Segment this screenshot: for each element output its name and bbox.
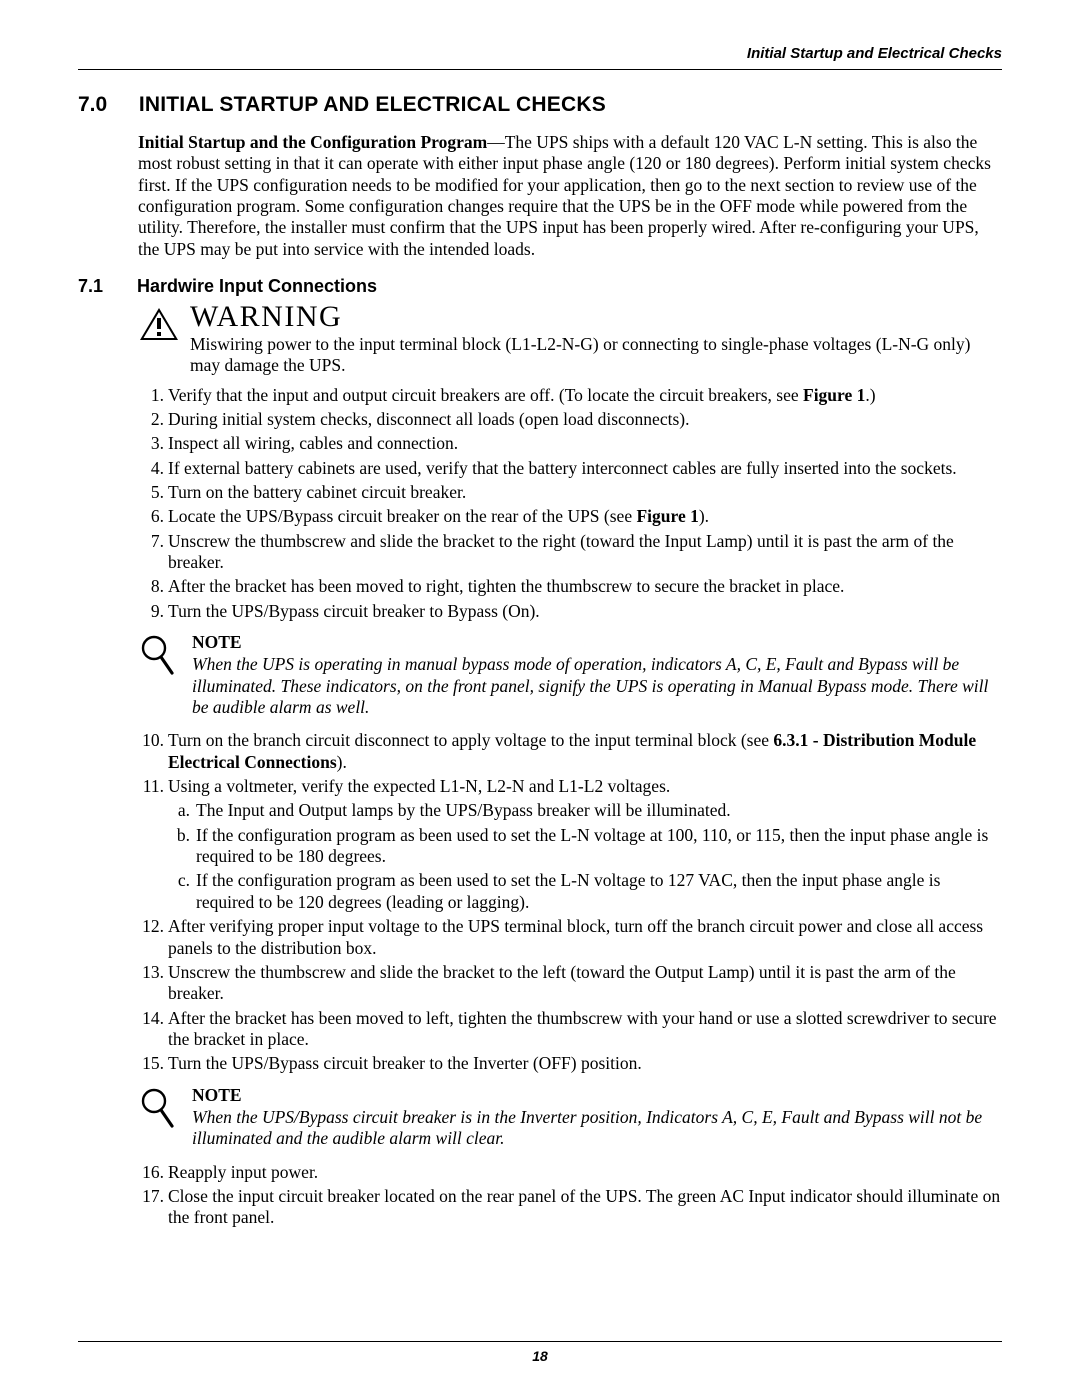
sub-list: The Input and Output lamps by the UPS/By… xyxy=(168,800,1002,913)
note-text-2: NOTE When the UPS/Bypass circuit breaker… xyxy=(192,1085,1002,1150)
section-title: INITIAL STARTUP AND ELECTRICAL CHECKS xyxy=(139,93,606,116)
list-item: During initial system checks, disconnect… xyxy=(138,409,1002,430)
warning-body: Miswiring power to the input terminal bl… xyxy=(190,334,1002,377)
note-body-1: When the UPS is operating in manual bypa… xyxy=(192,654,1002,718)
list-item: If external battery cabinets are used, v… xyxy=(138,458,1002,479)
running-header: Initial Startup and Electrical Checks xyxy=(78,45,1002,63)
procedure-list-a: Verify that the input and output circuit… xyxy=(138,385,1002,622)
document-page: Initial Startup and Electrical Checks 7.… xyxy=(0,0,1080,1397)
list-item-bold: Figure 1 xyxy=(803,385,865,405)
warning-title: WARNING xyxy=(190,302,1002,332)
list-item: Inspect all wiring, cables and connectio… xyxy=(138,433,1002,454)
list-item: Unscrew the thumbscrew and slide the bra… xyxy=(138,531,1002,574)
list-item: Unscrew the thumbscrew and slide the bra… xyxy=(138,962,1002,1005)
list-item-text: Locate the UPS/Bypass circuit breaker on… xyxy=(168,506,636,526)
list-item-text: Turn on the branch circuit disconnect to… xyxy=(168,730,773,750)
list-item: Reapply input power. xyxy=(138,1162,1002,1183)
warning-text: WARNING Miswiring power to the input ter… xyxy=(190,302,1002,377)
intro-paragraph: Initial Startup and the Configuration Pr… xyxy=(138,132,1002,260)
procedure-list-b: Turn on the branch circuit disconnect to… xyxy=(138,730,1002,1074)
list-item: Using a voltmeter, verify the expected L… xyxy=(138,776,1002,913)
sub-list-item: The Input and Output lamps by the UPS/By… xyxy=(168,800,1002,821)
section-heading-7-0: 7.0 INITIAL STARTUP AND ELECTRICAL CHECK… xyxy=(78,92,1002,118)
list-item: Turn the UPS/Bypass circuit breaker to t… xyxy=(138,1053,1002,1074)
list-item: Close the input circuit breaker located … xyxy=(138,1186,1002,1229)
list-item: Turn on the battery cabinet circuit brea… xyxy=(138,482,1002,503)
warning-block: WARNING Miswiring power to the input ter… xyxy=(138,302,1002,377)
sub-list-item: If the configuration program as been use… xyxy=(168,825,1002,868)
subsection-number: 7.1 xyxy=(78,276,132,298)
page-number: 18 xyxy=(78,1348,1002,1365)
procedure-list-c: Reapply input power. Close the input circ… xyxy=(138,1162,1002,1229)
list-item-text: .) xyxy=(865,385,875,405)
list-item: After verifying proper input voltage to … xyxy=(138,916,1002,959)
list-item: Turn on the branch circuit disconnect to… xyxy=(138,730,1002,773)
list-item: Verify that the input and output circuit… xyxy=(138,385,1002,406)
subsection-title: Hardwire Input Connections xyxy=(137,276,377,296)
sub-list-item: If the configuration program as been use… xyxy=(168,870,1002,913)
footer-rule xyxy=(78,1341,1002,1342)
list-item-text: Verify that the input and output circuit… xyxy=(168,385,803,405)
header-rule xyxy=(78,69,1002,70)
note-title-1: NOTE xyxy=(192,632,1002,653)
list-item: After the bracket has been moved to righ… xyxy=(138,576,1002,597)
note-block-2: NOTE When the UPS/Bypass circuit breaker… xyxy=(138,1085,1002,1150)
magnifier-icon xyxy=(138,1087,184,1136)
list-item: Locate the UPS/Bypass circuit breaker on… xyxy=(138,506,1002,527)
intro-lead: Initial Startup and the Configuration Pr… xyxy=(138,132,487,152)
list-item-text: ). xyxy=(699,506,709,526)
list-item: Turn the UPS/Bypass circuit breaker to B… xyxy=(138,601,1002,622)
list-item: After the bracket has been moved to left… xyxy=(138,1008,1002,1051)
note-block-1: NOTE When the UPS is operating in manual… xyxy=(138,632,1002,718)
note-text-1: NOTE When the UPS is operating in manual… xyxy=(192,632,1002,718)
note-title-2: NOTE xyxy=(192,1085,1002,1106)
subsection-heading-7-1: 7.1 Hardwire Input Connections xyxy=(78,276,1002,298)
magnifier-icon xyxy=(138,634,184,683)
section-number: 7.0 xyxy=(78,92,133,118)
warning-icon xyxy=(138,306,180,347)
note-body-2: When the UPS/Bypass circuit breaker is i… xyxy=(192,1107,1002,1150)
page-footer: 18 xyxy=(78,1341,1002,1365)
list-item-bold: Figure 1 xyxy=(636,506,698,526)
list-item-text: ). xyxy=(337,752,347,772)
